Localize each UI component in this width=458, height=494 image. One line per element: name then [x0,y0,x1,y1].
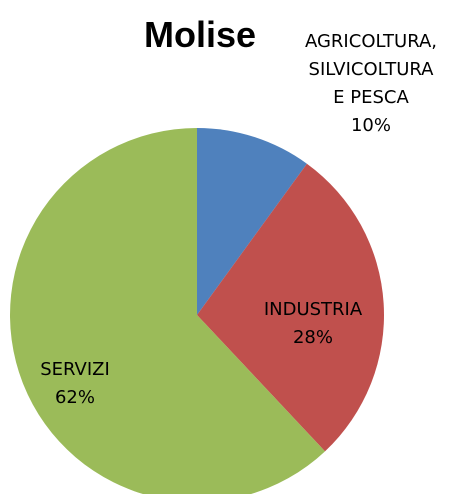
value-label: 28% [292,327,333,348]
value-label: 10% [350,115,391,136]
pie-slice [10,128,326,494]
category-name: SERVIZI [40,359,110,380]
chart-title: Molise [143,14,257,55]
pie-slice [197,128,307,315]
category-name: INDUSTRIA [263,299,363,320]
slice-label: AGRICOLTURA, SILVICOLTURA E PESCA 10% [304,28,438,140]
pie-slice [197,163,385,452]
slice-label: INDUSTRIA 28% [233,296,393,352]
category-name: AGRICOLTURA, SILVICOLTURA E PESCA [304,31,438,108]
value-label: 62% [54,387,95,408]
slice-label: SERVIZI 62% [0,356,150,412]
